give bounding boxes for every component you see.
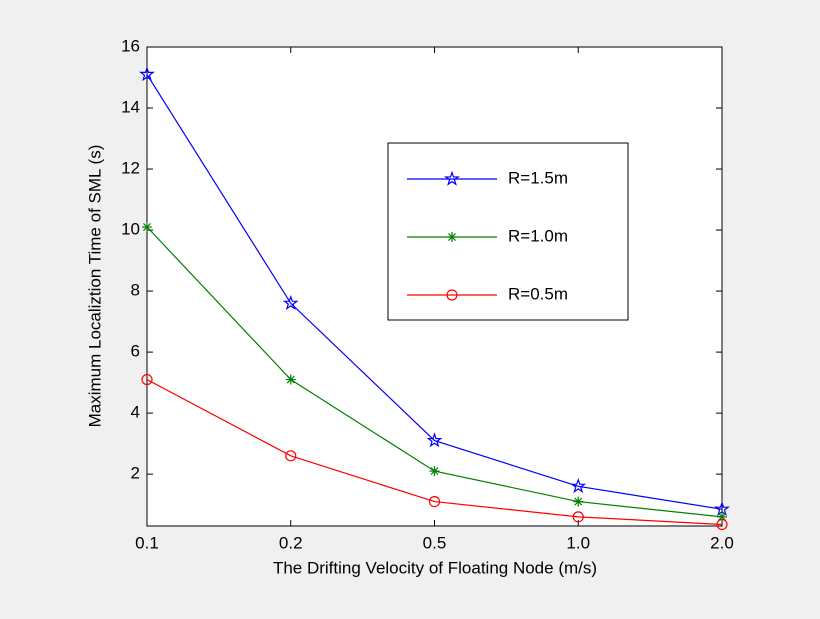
y-tick-label: 8	[131, 281, 140, 300]
asterisk-stroke	[430, 467, 439, 476]
data-point	[139, 66, 155, 82]
asterisk-stroke	[143, 223, 151, 231]
data-point	[142, 222, 152, 233]
circle	[716, 518, 728, 531]
x-tick-label: 0.5	[423, 533, 447, 552]
x-tick-label: 0.2	[279, 533, 303, 552]
data-point	[285, 374, 296, 385]
asterisk-stroke	[448, 233, 456, 241]
data-point	[572, 511, 584, 523]
y-tick-label: 10	[121, 220, 140, 239]
data-point	[714, 500, 730, 516]
y-axis-label: Maximum Localiztion Time of SML (s)	[85, 145, 104, 428]
y-tick-label: 14	[121, 98, 140, 117]
star	[444, 170, 460, 186]
data-point	[285, 450, 297, 462]
y-tick-label: 4	[131, 403, 140, 422]
asterisk-stroke	[718, 512, 726, 521]
circle	[446, 289, 458, 301]
circle	[572, 511, 584, 523]
x-tick-label: 2.0	[710, 533, 734, 552]
circle	[141, 373, 153, 386]
legend-marker	[446, 289, 458, 301]
data-point	[282, 294, 299, 310]
data-point	[141, 373, 153, 386]
data-point	[717, 511, 727, 522]
y-tick-label: 2	[131, 464, 140, 483]
data-point	[428, 495, 441, 508]
data-point	[716, 518, 728, 531]
legend-marker	[447, 232, 457, 242]
legend-marker	[444, 170, 460, 186]
star	[570, 477, 587, 494]
circle	[285, 450, 297, 462]
x-tick-label: 1.0	[566, 533, 590, 552]
legend-label: R=0.5m	[508, 284, 568, 303]
star	[714, 500, 730, 516]
star	[426, 432, 443, 448]
legend-label: R=1.0m	[508, 226, 568, 245]
asterisk-stroke	[286, 375, 295, 384]
x-axis-label: The Drifting Velocity of Floating Node (…	[273, 558, 597, 577]
series-line	[146, 74, 723, 510]
data-point	[429, 466, 440, 477]
star	[139, 66, 155, 82]
y-tick-label: 12	[121, 159, 140, 178]
asterisk-stroke	[574, 497, 583, 506]
legend-label: R=1.5m	[508, 168, 568, 187]
data-point	[426, 432, 443, 448]
data-point	[573, 496, 584, 507]
y-tick-label: 6	[131, 342, 140, 361]
data-point	[570, 477, 587, 494]
x-tick-label: 0.1	[135, 533, 159, 552]
axes-frame	[146, 46, 723, 527]
circle	[428, 495, 441, 508]
y-tick-label: 16	[121, 36, 140, 55]
series-line	[146, 379, 723, 526]
legend-box	[387, 142, 629, 321]
star	[282, 294, 299, 310]
